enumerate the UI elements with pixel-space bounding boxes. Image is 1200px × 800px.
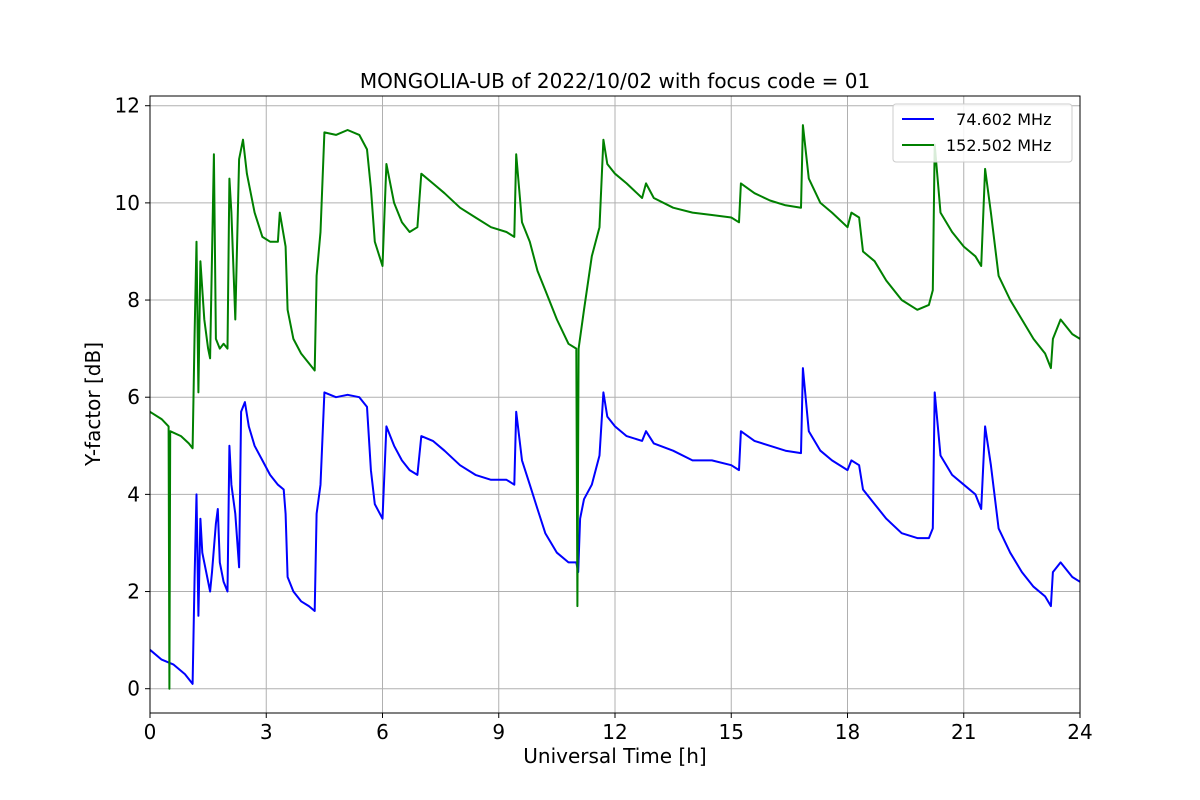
legend-label-74mhz: 74.602 MHz [946, 110, 1051, 129]
y-tick-label: 6 [127, 385, 140, 409]
y-tick-label: 0 [127, 677, 140, 701]
y-axis-ticks: 0 2 4 6 8 10 12 [115, 94, 150, 701]
y-tick-label: 8 [127, 288, 140, 312]
x-axis-ticks: 0 3 6 9 12 15 18 21 24 [144, 713, 1093, 744]
y-tick-label: 10 [115, 191, 140, 215]
x-axis-label: Universal Time [h] [523, 744, 706, 768]
y-axis-label: Y-factor [dB] [81, 342, 105, 467]
legend-label-152mhz: 152.502 MHz [946, 136, 1051, 155]
x-tick-label: 24 [1067, 720, 1092, 744]
x-tick-label: 9 [492, 720, 505, 744]
legend: 74.602 MHz 152.502 MHz [892, 103, 1073, 163]
y-tick-label: 4 [127, 482, 140, 506]
y-tick-label: 2 [127, 580, 140, 604]
x-tick-label: 18 [835, 720, 860, 744]
series-line-0 [149, 367, 1081, 685]
y-tick-label: 12 [115, 94, 140, 118]
series-line-1 [149, 124, 1081, 690]
x-tick-label: 15 [719, 720, 744, 744]
x-tick-label: 3 [260, 720, 273, 744]
chart-title: MONGOLIA-UB of 2022/10/02 with focus cod… [360, 69, 870, 93]
x-tick-label: 12 [602, 720, 627, 744]
x-tick-label: 6 [376, 720, 389, 744]
legend-box [892, 103, 1073, 163]
x-tick-label: 21 [951, 720, 976, 744]
x-tick-label: 0 [144, 720, 157, 744]
series-layer [149, 124, 1081, 690]
